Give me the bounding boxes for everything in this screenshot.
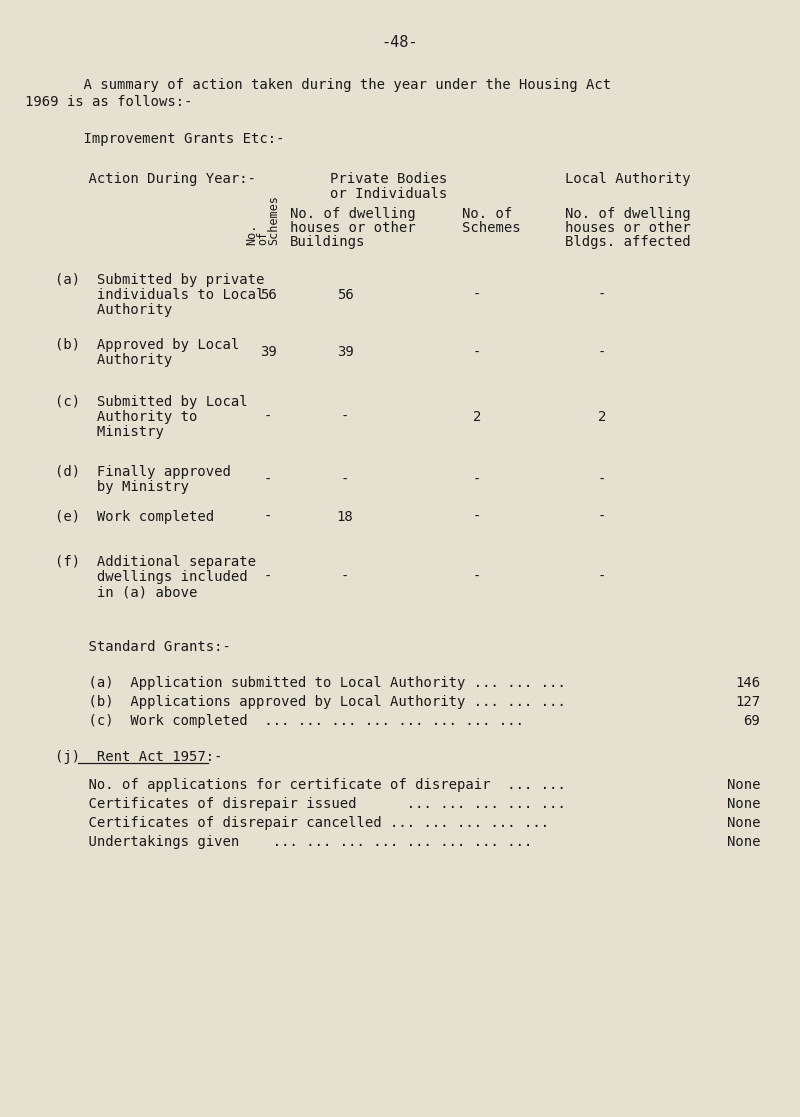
Text: or Individuals: or Individuals xyxy=(330,187,447,201)
Text: 2: 2 xyxy=(598,410,606,424)
Text: 146: 146 xyxy=(735,676,760,690)
Text: Buildings: Buildings xyxy=(290,235,366,249)
Text: 2: 2 xyxy=(473,410,481,424)
Text: (d)  Finally approved: (d) Finally approved xyxy=(55,465,231,479)
Text: -: - xyxy=(264,410,272,424)
Text: (a)  Submitted by private: (a) Submitted by private xyxy=(55,273,264,287)
Text: dwellings included: dwellings included xyxy=(55,570,248,584)
Text: -: - xyxy=(473,472,481,487)
Text: A summary of action taken during the year under the Housing Act: A summary of action taken during the yea… xyxy=(50,78,611,92)
Text: No. of: No. of xyxy=(462,207,512,221)
Text: -: - xyxy=(264,472,272,487)
Text: 56: 56 xyxy=(260,288,276,302)
Text: -: - xyxy=(473,570,481,584)
Text: houses or other: houses or other xyxy=(565,221,690,235)
Text: Bldgs. affected: Bldgs. affected xyxy=(565,235,690,249)
Text: Standard Grants:-: Standard Grants:- xyxy=(55,640,231,653)
Text: Certificates of disrepair cancelled ... ... ... ... ...: Certificates of disrepair cancelled ... … xyxy=(55,817,549,830)
Text: Schemes: Schemes xyxy=(462,221,521,235)
Text: -: - xyxy=(598,570,606,584)
Text: (f)  Additional separate: (f) Additional separate xyxy=(55,555,256,569)
Text: None: None xyxy=(726,817,760,830)
Text: -: - xyxy=(264,570,272,584)
Text: -: - xyxy=(598,472,606,487)
Text: No.: No. xyxy=(246,223,258,245)
Text: Undertakings given    ... ... ... ... ... ... ... ...: Undertakings given ... ... ... ... ... .… xyxy=(55,836,532,849)
Text: -: - xyxy=(341,472,349,487)
Text: individuals to Local: individuals to Local xyxy=(55,288,264,302)
Text: No. of dwelling: No. of dwelling xyxy=(290,207,416,221)
Text: -48-: -48- xyxy=(382,35,418,50)
Text: Authority to: Authority to xyxy=(55,410,198,424)
Text: Local Authority: Local Authority xyxy=(565,172,690,187)
Text: by Ministry: by Ministry xyxy=(55,480,189,494)
Text: Ministry: Ministry xyxy=(55,424,164,439)
Text: (b)  Applications approved by Local Authority ... ... ...: (b) Applications approved by Local Autho… xyxy=(55,695,566,709)
Text: (c)  Work completed  ... ... ... ... ... ... ... ...: (c) Work completed ... ... ... ... ... .… xyxy=(55,714,524,728)
Text: (j)  Rent Act 1957:-: (j) Rent Act 1957:- xyxy=(55,750,222,764)
Text: Schemes: Schemes xyxy=(267,195,281,245)
Text: 18: 18 xyxy=(337,510,354,524)
Text: -: - xyxy=(341,410,349,424)
Text: 1969 is as follows:-: 1969 is as follows:- xyxy=(25,95,193,109)
Text: 127: 127 xyxy=(735,695,760,709)
Text: (b)  Approved by Local: (b) Approved by Local xyxy=(55,338,239,352)
Text: 56: 56 xyxy=(337,288,354,302)
Text: -: - xyxy=(264,510,272,524)
Text: of: of xyxy=(257,231,270,245)
Text: -: - xyxy=(473,345,481,360)
Text: (e)  Work completed: (e) Work completed xyxy=(55,510,214,524)
Text: (a)  Application submitted to Local Authority ... ... ...: (a) Application submitted to Local Autho… xyxy=(55,676,566,690)
Text: -: - xyxy=(473,288,481,302)
Text: houses or other: houses or other xyxy=(290,221,416,235)
Text: -: - xyxy=(473,510,481,524)
Text: No. of applications for certificate of disrepair  ... ...: No. of applications for certificate of d… xyxy=(55,779,566,792)
Text: -: - xyxy=(598,288,606,302)
Text: (c)  Submitted by Local: (c) Submitted by Local xyxy=(55,395,248,409)
Text: Improvement Grants Etc:-: Improvement Grants Etc:- xyxy=(50,132,285,146)
Text: No. of dwelling: No. of dwelling xyxy=(565,207,690,221)
Text: 69: 69 xyxy=(743,714,760,728)
Text: in (a) above: in (a) above xyxy=(55,585,198,599)
Text: Certificates of disrepair issued      ... ... ... ... ...: Certificates of disrepair issued ... ...… xyxy=(55,798,566,811)
Text: 39: 39 xyxy=(337,345,354,360)
Text: None: None xyxy=(726,798,760,811)
Text: Private Bodies: Private Bodies xyxy=(330,172,447,187)
Text: Action During Year:-: Action During Year:- xyxy=(55,172,256,187)
Text: 39: 39 xyxy=(260,345,276,360)
Text: -: - xyxy=(598,345,606,360)
Text: Authority: Authority xyxy=(55,303,172,317)
Text: None: None xyxy=(726,836,760,849)
Text: -: - xyxy=(598,510,606,524)
Text: Authority: Authority xyxy=(55,353,172,367)
Text: -: - xyxy=(341,570,349,584)
Text: None: None xyxy=(726,779,760,792)
